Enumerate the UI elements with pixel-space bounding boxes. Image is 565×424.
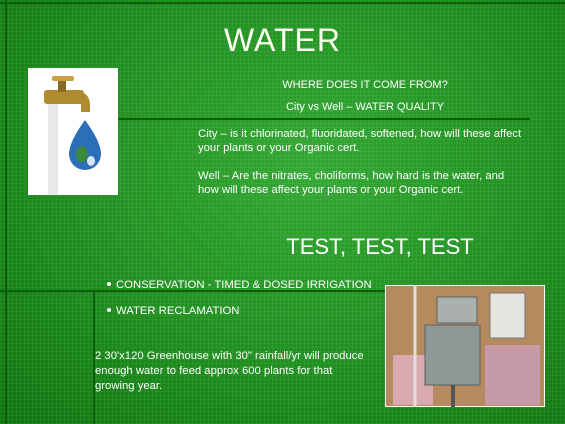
slide: WATER WHERE DOES IT COME FROM? City vs W… — [0, 0, 565, 424]
divider-line — [110, 118, 530, 120]
equipment-photo — [385, 285, 545, 407]
bullet-list: CONSERVATION - TIMED & DOSED IRRIGATION … — [95, 278, 385, 330]
paragraph: City – is it chlorinated, fluoridated, s… — [198, 127, 523, 155]
frame-line — [5, 0, 7, 424]
frame-line — [0, 2, 565, 4]
note: 2 30'x120 Greenhouse with 30" rainfall/y… — [95, 349, 365, 394]
callout: TEST, TEST, TEST — [260, 234, 500, 260]
bullet-dot — [107, 282, 111, 286]
heading: WHERE DOES IT COME FROM? — [250, 79, 480, 91]
bullet-text: CONSERVATION - TIMED & DOSED IRRIGATION — [116, 279, 372, 291]
bullet-item: WATER RECLAMATION — [95, 304, 385, 318]
faucet-image — [28, 68, 118, 195]
bullet-dot — [107, 308, 111, 312]
subheading: City vs Well – WATER QUALITY — [250, 101, 480, 113]
bullet-text: WATER RECLAMATION — [116, 305, 239, 317]
slide-title: WATER — [0, 22, 565, 59]
bullet-item: CONSERVATION - TIMED & DOSED IRRIGATION — [95, 278, 385, 292]
paragraph: Well – Are the nitrates, choliforms, how… — [198, 169, 523, 197]
